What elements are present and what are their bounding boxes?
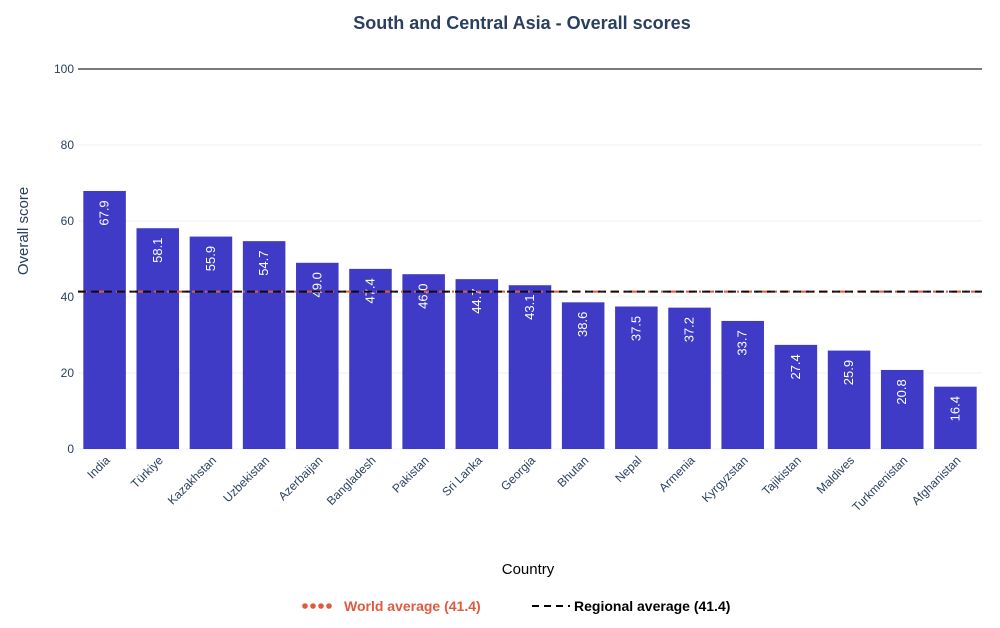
bar-value-label: 37.5 [628,316,643,341]
x-tick-label: Afghanistan [909,453,964,508]
x-tick-label: Sri Lanka [439,453,485,499]
bars [83,190,977,450]
bar[interactable] [402,274,445,449]
legend-dot [302,603,308,609]
legend-world-marker [302,603,332,609]
x-tick-label: Nepal [612,453,644,485]
legend-regional-label: Regional average (41.4) [574,598,730,614]
legend-item-world-average[interactable]: World average (41.4) [302,598,481,614]
bar[interactable] [827,350,871,449]
x-tick-label: Pakistan [389,453,431,495]
bar[interactable] [136,228,180,449]
legend-dot [326,603,332,609]
chart-title: South and Central Asia - Overall scores [353,13,690,33]
bar[interactable] [721,320,764,449]
legend-dot [318,603,324,609]
x-tick-label: Türkiye [128,453,166,491]
x-tick-label: Maldives [814,453,857,496]
bar[interactable] [242,241,286,449]
y-axis-ticks: 0 20 40 60 80 100 [54,62,74,456]
bar[interactable] [561,302,605,449]
bar[interactable] [934,386,977,449]
x-tick-label: Bangladesh [324,453,379,508]
y-axis-title: Overall score [15,187,32,275]
bar[interactable] [880,369,924,449]
bar-value-label: 33.7 [735,330,750,355]
x-tick-label: Uzbekistan [220,453,272,505]
x-tick-label: Turkmenistan [849,453,910,514]
bar[interactable] [774,344,818,449]
x-tick-label: Bhutan [554,453,591,490]
bar[interactable] [615,306,658,450]
y-tick-label: 80 [61,138,75,152]
x-tick-label: Azerbaijan [275,453,325,503]
bar-value-label: 54.7 [256,250,271,275]
x-tick-label: Georgia [498,453,538,493]
bar-value-label: 16.4 [947,396,962,421]
bar[interactable] [189,236,233,449]
bar-value-label: 25.9 [841,360,856,385]
bar[interactable] [668,307,711,449]
x-tick-label: India [84,453,113,482]
x-tick-label: Kazakhstan [165,453,219,507]
bar-value-label: 20.8 [894,379,909,404]
bar-value-label: 43.1 [522,295,537,320]
y-tick-label: 100 [54,62,74,76]
x-tick-label: Kyrgyzstan [699,453,751,505]
legend-item-regional-average[interactable]: Regional average (41.4) [532,598,730,614]
bar-value-label: 49.0 [309,272,324,297]
legend-dot [310,603,316,609]
bar-value-label: 58.1 [150,238,165,263]
y-tick-label: 20 [61,366,75,380]
bar[interactable] [349,268,392,449]
bar[interactable] [455,279,499,449]
bar-value-label: 67.9 [97,200,112,225]
bar[interactable] [508,285,552,449]
x-tick-label: Tajikistan [759,453,804,498]
bar-value-label: 44.7 [469,288,484,313]
bar-value-label: 55.9 [203,246,218,271]
bar[interactable] [83,190,126,450]
y-tick-label: 40 [61,290,75,304]
y-tick-label: 60 [61,214,75,228]
bar-value-labels: 67.958.1 55.9 54.749.0 47.4 46.0 44.7 43.138.6… [97,200,963,421]
x-axis-title: Country [502,561,555,578]
bar-value-label: 27.4 [788,354,803,379]
x-tick-label: Armenia [656,453,698,495]
y-tick-label: 0 [67,442,74,456]
bar[interactable] [296,262,339,449]
bar-value-label: 46.0 [416,284,431,309]
legend: World average (41.4) Regional average (4… [302,598,730,614]
bar-value-label: 38.6 [575,312,590,337]
legend-world-label: World average (41.4) [344,598,481,614]
bar-value-label: 37.2 [682,317,697,342]
